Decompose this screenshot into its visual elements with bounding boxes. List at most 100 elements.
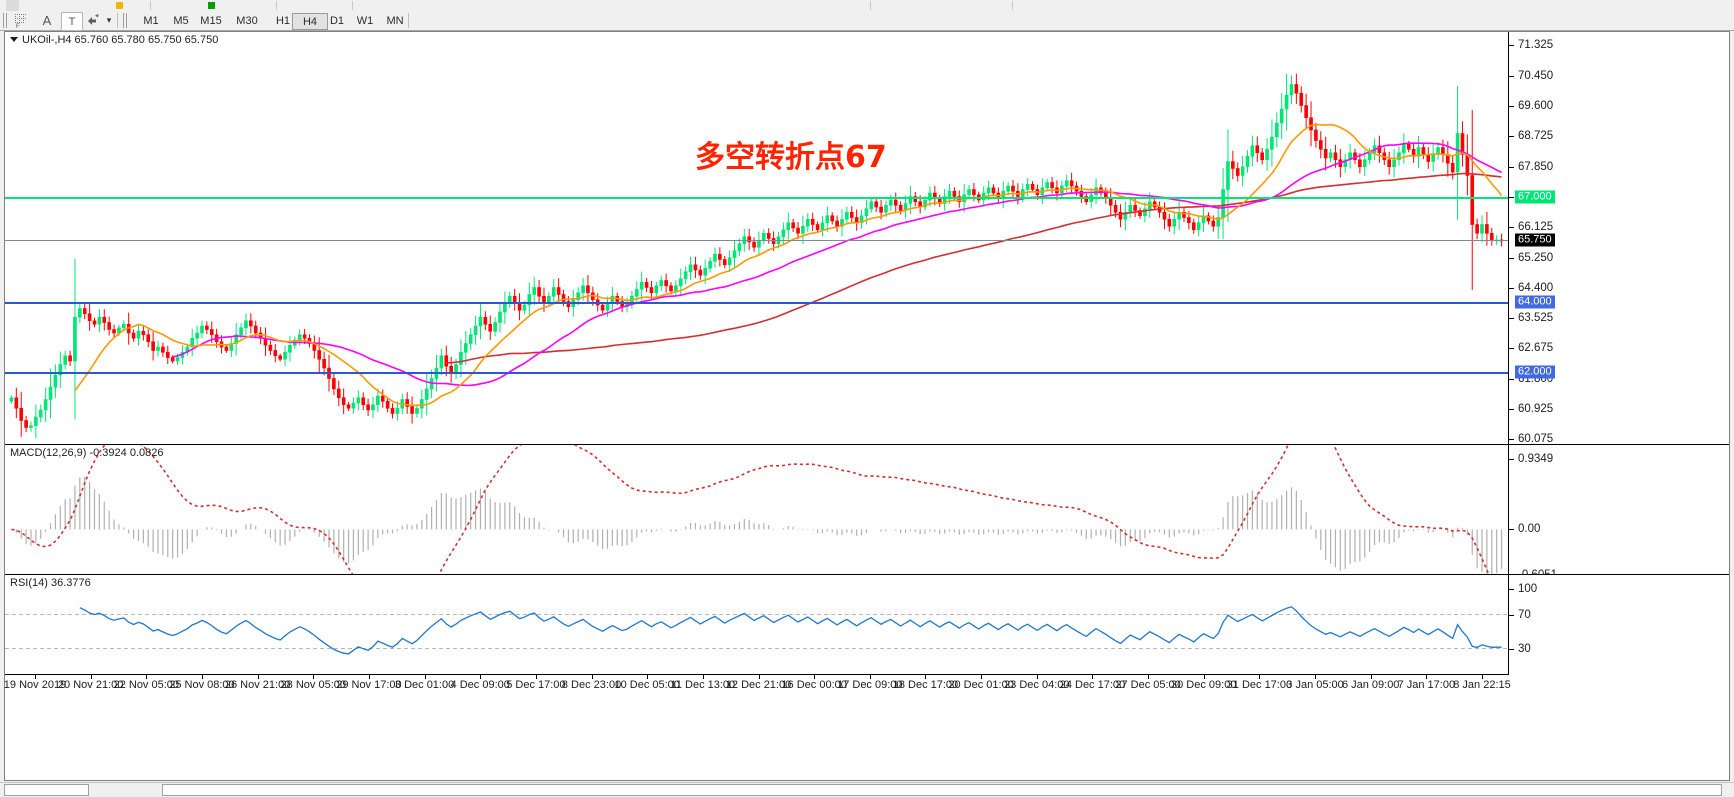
price-axis-tick (1509, 227, 1514, 229)
price-axis-tick (1509, 378, 1514, 380)
timeframe-h1[interactable]: H1 (266, 13, 300, 28)
time-axis-tick (925, 674, 927, 679)
time-axis-label: 26 Nov 21:00 (224, 679, 291, 691)
time-axis-tick (869, 674, 871, 679)
price-level-line-67.000[interactable] (5, 196, 1509, 199)
macd-plot-area[interactable] (5, 445, 1509, 574)
time-axis-label: 23 Dec 04:00 (1004, 679, 1070, 691)
price-axis-tick (1509, 318, 1514, 320)
chart-annotation-text[interactable]: 多空转折点67 (695, 140, 887, 175)
time-axis-tick (90, 674, 92, 679)
price-axis-tick-label: 70.450 (1518, 69, 1554, 82)
time-axis-tick (368, 674, 370, 679)
text-box-icon[interactable]: T (61, 12, 83, 31)
chart-canvas[interactable]: UKOil-,H4 65.760 65.780 65.750 65.750 多空… (4, 31, 1730, 781)
time-axis-label: 31 Dec 17:00 (1226, 679, 1293, 691)
time-axis-tick (702, 674, 704, 679)
rsi-axis-tick-label: 100 (1518, 583, 1538, 595)
timeframe-m30[interactable]: M30 (230, 13, 264, 28)
price-tag-67.000[interactable]: 67.000 (1515, 190, 1555, 203)
text-label-icon[interactable]: A (36, 12, 58, 29)
price-axis-tick-label: 63.525 (1518, 312, 1554, 325)
symbol-info-label: UKOil-,H4 65.760 65.780 65.750 65.750 (10, 34, 218, 46)
text-label-glyph: A (42, 13, 52, 28)
dropdown-arrow-icon[interactable]: ▾ (103, 12, 115, 29)
new-order-icon[interactable] (116, 2, 123, 9)
status-cell-left[interactable] (4, 784, 89, 796)
rsi-pane[interactable]: RSI(14) 36.3776 100 70 30 (5, 575, 1729, 674)
macd-axis-tick-label: 0.9349 (1518, 453, 1554, 465)
timeframe-m1[interactable]: M1 (134, 13, 168, 28)
time-axis-tick (591, 674, 593, 679)
price-level-line-65.750[interactable] (5, 240, 1509, 242)
price-axis-tick-label: 65.250 (1518, 251, 1554, 264)
timeframe-mn-label: MN (386, 14, 404, 27)
time-axis-label: 16 Dec 00:00 (781, 679, 847, 691)
price-axis[interactable]: 71.325 70.450 69.600 68.725 67.850 67.000 66.1… (1508, 32, 1729, 445)
price-axis-tick-label: 69.600 (1518, 99, 1554, 112)
macd-axis-tick-label: 0.00 (1518, 523, 1541, 536)
time-axis-tick (1092, 674, 1094, 679)
macd-pane[interactable]: MACD(12,26,9) -0.3924 0.0826 0.93490.00-… (5, 445, 1729, 581)
time-axis-tick (313, 674, 315, 679)
price-axis-tick (1509, 196, 1514, 198)
status-cell-right[interactable] (162, 784, 1722, 796)
time-axis-label: 7 Jan 17:00 (1397, 679, 1456, 691)
timeframe-h1-label: H1 (275, 14, 291, 27)
timeframe-mn[interactable]: MN (378, 13, 412, 28)
timeframe-w1[interactable]: W1 (348, 13, 382, 28)
time-axis-label: 8 Dec 23:00 (561, 679, 622, 691)
macd-axis-tick (1509, 459, 1514, 460)
time-axis-tick (35, 674, 36, 679)
chart-menu-caret-icon[interactable] (10, 37, 18, 42)
time-axis-label: 12 Dec 21:00 (725, 679, 792, 691)
price-axis-tick-label: 60.075 (1518, 432, 1554, 445)
time-axis-tick (1315, 674, 1317, 679)
time-axis-tick (814, 674, 816, 679)
price-axis-tick-label: 68.725 (1518, 130, 1554, 143)
objects-icon[interactable] (84, 12, 104, 29)
price-tag-62.000[interactable]: 62.000 (1515, 365, 1555, 378)
timeframe-d1[interactable]: D1 (320, 13, 354, 28)
time-axis-tick (1148, 674, 1150, 679)
price-axis-tick (1509, 438, 1514, 440)
rsi-axis-tick (1509, 614, 1514, 616)
price-level-line-62.000[interactable] (5, 371, 1509, 374)
toolbar-grip-dots (6, 0, 19, 11)
rsi-label: RSI(14) 36.3776 (10, 577, 91, 589)
price-pane[interactable]: UKOil-,H4 65.760 65.780 65.750 65.750 多空… (5, 32, 1729, 445)
timeframe-m5-label: M5 (173, 14, 189, 27)
timeframe-drag-handle[interactable] (123, 13, 127, 28)
price-axis-tick-label: 67.850 (1518, 160, 1554, 173)
time-axis-tick (146, 674, 148, 679)
price-tag-64.000[interactable]: 64.000 (1515, 295, 1555, 308)
autotrading-icon[interactable] (208, 2, 215, 9)
price-axis-tick-label: 62.675 (1518, 341, 1554, 354)
status-bar (0, 782, 1734, 797)
timeframe-m30-label: M30 (236, 14, 258, 27)
time-axis[interactable]: 19 Nov 2019 20 Nov 21:00 22 Nov 05:00 25 No… (4, 674, 1729, 780)
timeframe-h4[interactable]: H4 (292, 13, 328, 30)
time-axis-label: 24 Dec 17:00 (1059, 679, 1126, 691)
toolbar-drag-handle[interactable] (3, 13, 7, 28)
dropdown-arrow-glyph: ▾ (106, 15, 112, 25)
price-tag-65.750[interactable]: 65.750 (1515, 233, 1555, 247)
crosshair-icon[interactable]: F (10, 12, 32, 29)
time-axis-label: 11 Dec 13:00 (670, 679, 736, 691)
time-axis-label: 20 Dec 01:00 (948, 679, 1014, 691)
rsi-plot-area[interactable] (5, 575, 1509, 674)
price-level-line-64.000[interactable] (5, 301, 1509, 304)
text-box-glyph: T (68, 15, 76, 28)
time-axis-label: 4 Dec 09:00 (450, 679, 510, 691)
time-axis-tick (981, 674, 983, 679)
timeframe-d1-label: D1 (329, 14, 345, 27)
time-axis-label: 6 Jan 09:00 (1341, 679, 1400, 691)
rsi-axis[interactable]: 100 70 30 (1508, 575, 1729, 674)
price-axis-tick (1509, 409, 1514, 411)
timeframe-m5[interactable]: M5 (164, 13, 198, 28)
price-plot-area[interactable]: 多空转折点67 (5, 32, 1509, 444)
time-axis-tick (647, 674, 649, 679)
timeframe-m15[interactable]: M15 (194, 13, 228, 28)
time-axis-tick (1203, 674, 1205, 679)
